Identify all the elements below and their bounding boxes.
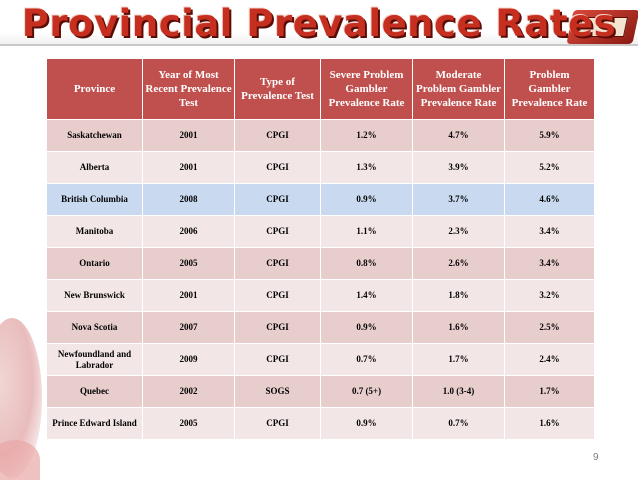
title-band: [0, 0, 638, 46]
cell-province: British Columbia: [46, 183, 143, 216]
table-row: New Brunswick 2001 CPGI 1.4% 1.8% 3.2%: [46, 279, 595, 312]
cell-province: Quebec: [46, 375, 143, 408]
table-row: Quebec 2002 SOGS 0.7 (5+) 1.0 (3-4) 1.7%: [46, 375, 595, 408]
table-row: Newfoundland and Labrador 2009 CPGI 0.7% 1.7…: [46, 343, 595, 376]
cell-severe-rate: 1.3%: [320, 151, 413, 184]
table-row: Prince Edward Island 2005 CPGI 0.9% 0.7% 1.6%: [46, 407, 595, 440]
cell-province: Newfoundland and Labrador: [46, 343, 143, 376]
cell-test-type: CPGI: [234, 407, 321, 440]
cell-province: Saskatchewan: [46, 119, 143, 152]
cell-problem-rate: 3.2%: [504, 279, 595, 312]
cell-moderate-rate: 1.7%: [412, 343, 505, 376]
cell-test-type: SOGS: [234, 375, 321, 408]
cell-moderate-rate: 1.8%: [412, 279, 505, 312]
header-test-type: Type of Prevalence Test: [234, 58, 321, 120]
cell-severe-rate: 0.7%: [320, 343, 413, 376]
cell-test-type: CPGI: [234, 247, 321, 280]
cell-problem-rate: 3.4%: [504, 247, 595, 280]
cell-year: 2001: [142, 119, 235, 152]
table-row: Ontario 2005 CPGI 0.8% 2.6% 3.4%: [46, 247, 595, 280]
cell-year: 2005: [142, 247, 235, 280]
cell-moderate-rate: 0.7%: [412, 407, 505, 440]
cell-moderate-rate: 2.3%: [412, 215, 505, 248]
cell-year: 2009: [142, 343, 235, 376]
cell-test-type: CPGI: [234, 279, 321, 312]
cell-year: 2006: [142, 215, 235, 248]
header-year: Year of Most Recent Prevalence Test: [142, 58, 235, 120]
decorative-shape-lower: [0, 440, 40, 480]
cell-problem-rate: 4.6%: [504, 183, 595, 216]
cell-moderate-rate: 3.9%: [412, 151, 505, 184]
prevalence-table: Province Year of Most Recent Prevalence …: [46, 58, 595, 440]
cell-test-type: CPGI: [234, 311, 321, 344]
cell-problem-rate: 3.4%: [504, 215, 595, 248]
cell-severe-rate: 0.9%: [320, 407, 413, 440]
cell-severe-rate: 1.1%: [320, 215, 413, 248]
table-row: Manitoba 2006 CPGI 1.1% 2.3% 3.4%: [46, 215, 595, 248]
table-row: Nova Scotia 2007 CPGI 0.9% 1.6% 2.5%: [46, 311, 595, 344]
cell-year: 2007: [142, 311, 235, 344]
cell-year: 2001: [142, 151, 235, 184]
cell-problem-rate: 1.7%: [504, 375, 595, 408]
header-severe-rate: Severe Problem Gambler Prevalence Rate: [320, 58, 413, 120]
cell-moderate-rate: 4.7%: [412, 119, 505, 152]
cell-problem-rate: 2.5%: [504, 311, 595, 344]
cell-problem-rate: 5.9%: [504, 119, 595, 152]
cell-severe-rate: 1.4%: [320, 279, 413, 312]
cell-severe-rate: 0.7 (5+): [320, 375, 413, 408]
cell-province: Manitoba: [46, 215, 143, 248]
cell-year: 2001: [142, 279, 235, 312]
title-divider: [0, 44, 638, 46]
cell-moderate-rate: 2.6%: [412, 247, 505, 280]
cell-severe-rate: 1.2%: [320, 119, 413, 152]
page-number: 9: [593, 452, 599, 463]
cell-severe-rate: 0.9%: [320, 311, 413, 344]
slide-title: Provincial Prevalence Rates: [21, 2, 617, 45]
table-header-row: Province Year of Most Recent Prevalence …: [46, 58, 595, 120]
header-moderate-rate: Moderate Problem Gambler Prevalence Rate: [412, 58, 505, 120]
cell-province: Prince Edward Island: [46, 407, 143, 440]
cell-year: 2008: [142, 183, 235, 216]
cell-year: 2005: [142, 407, 235, 440]
cell-moderate-rate: 3.7%: [412, 183, 505, 216]
cell-test-type: CPGI: [234, 151, 321, 184]
cell-severe-rate: 0.8%: [320, 247, 413, 280]
table-row: Saskatchewan 2001 CPGI 1.2% 4.7% 5.9%: [46, 119, 595, 152]
cell-problem-rate: 1.6%: [504, 407, 595, 440]
cell-problem-rate: 5.2%: [504, 151, 595, 184]
cell-problem-rate: 2.4%: [504, 343, 595, 376]
cell-test-type: CPGI: [234, 343, 321, 376]
cell-test-type: CPGI: [234, 183, 321, 216]
cell-province: Alberta: [46, 151, 143, 184]
table-row: British Columbia 2008 CPGI 0.9% 3.7% 4.6%: [46, 183, 595, 216]
cell-province: Ontario: [46, 247, 143, 280]
cell-year: 2002: [142, 375, 235, 408]
cell-moderate-rate: 1.6%: [412, 311, 505, 344]
table-body: Saskatchewan 2001 CPGI 1.2% 4.7% 5.9% Alberta 2…: [46, 119, 595, 440]
cell-moderate-rate: 1.0 (3-4): [412, 375, 505, 408]
cell-test-type: CPGI: [234, 215, 321, 248]
cell-severe-rate: 0.9%: [320, 183, 413, 216]
header-province: Province: [46, 58, 143, 120]
cell-province: Nova Scotia: [46, 311, 143, 344]
header-problem-rate: Problem Gambler Prevalence Rate: [504, 58, 595, 120]
table-row: Alberta 2001 CPGI 1.3% 3.9% 5.2%: [46, 151, 595, 184]
cell-test-type: CPGI: [234, 119, 321, 152]
cell-province: New Brunswick: [46, 279, 143, 312]
